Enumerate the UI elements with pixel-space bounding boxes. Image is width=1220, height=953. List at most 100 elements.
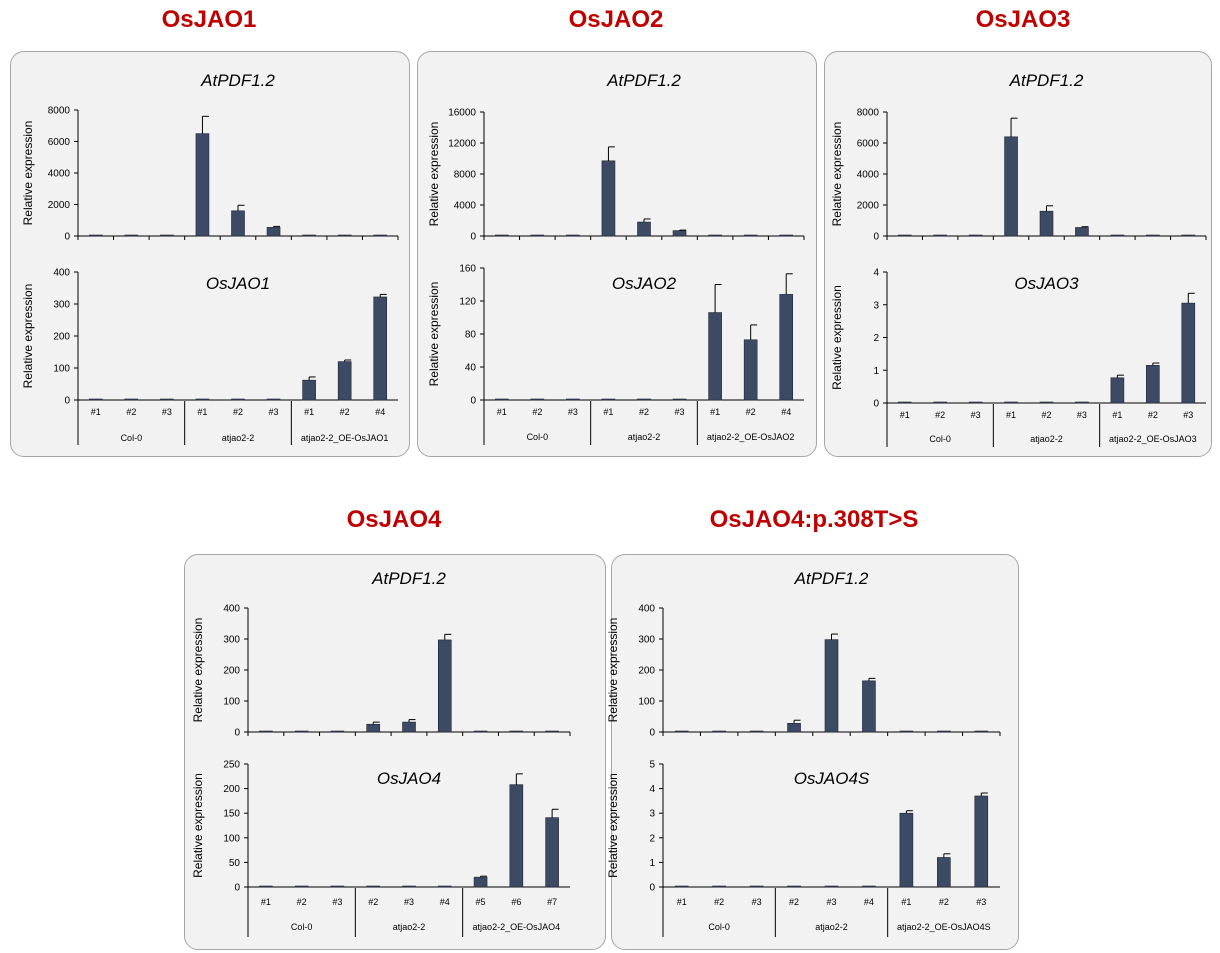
x-tick-label: #3	[269, 407, 279, 417]
x-tick-label: #3	[1077, 410, 1087, 420]
bar	[124, 398, 139, 401]
y-tick-label: 100	[223, 833, 240, 844]
group-label: atjao2-2	[222, 433, 255, 443]
bar	[897, 401, 912, 404]
bar	[88, 398, 103, 401]
y-tick-label: 4	[649, 784, 655, 795]
group-label: Col-0	[929, 434, 951, 444]
y-axis-label: Relative expression	[21, 284, 35, 389]
bar	[160, 398, 174, 401]
bar	[1110, 234, 1125, 237]
bar	[509, 730, 524, 733]
bar	[824, 885, 839, 888]
subplot-title: AtPDF1.2	[606, 71, 681, 90]
x-tick-label: #2	[233, 407, 243, 417]
subplot-title: OsJAO1	[206, 274, 270, 293]
x-tick-label: #3	[404, 897, 414, 907]
bar	[749, 885, 764, 888]
x-tick-label: #3	[976, 897, 986, 907]
x-tick-label: #3	[162, 407, 172, 417]
group-label: atjao2-2_OE-OsJAO4	[473, 922, 561, 932]
bar	[259, 730, 273, 733]
bar	[494, 398, 509, 401]
y-tick-label: 8000	[48, 106, 71, 117]
y-tick-label: 40	[465, 363, 477, 374]
y-tick-label: 100	[223, 697, 240, 708]
bar	[937, 857, 951, 888]
x-tick-label: #1	[261, 897, 271, 907]
bar	[494, 234, 509, 237]
bar	[294, 885, 309, 888]
y-axis-label: Relative expression	[830, 285, 844, 390]
bar	[708, 234, 722, 237]
bar	[968, 234, 983, 237]
bar	[779, 234, 794, 237]
y-tick-label: 200	[223, 784, 240, 795]
bar	[566, 234, 580, 237]
x-tick-label: #3	[826, 897, 836, 907]
bar	[899, 730, 914, 733]
y-tick-label: 250	[223, 760, 240, 771]
panel-title: OsJAO3	[975, 6, 1071, 33]
x-tick-label: #3	[675, 407, 685, 417]
y-tick-label: 0	[873, 399, 879, 410]
group-label: Col-0	[291, 922, 313, 932]
y-tick-label: 8000	[857, 108, 880, 119]
bar	[366, 885, 381, 888]
x-tick-label: #2	[939, 897, 949, 907]
x-tick-label: #1	[1006, 410, 1016, 420]
x-tick-label: #2	[532, 407, 542, 417]
y-tick-label: 0	[470, 396, 476, 407]
bar	[787, 885, 801, 888]
y-tick-label: 2000	[48, 200, 71, 211]
x-tick-label: #2	[1041, 410, 1051, 420]
bar	[674, 730, 689, 733]
y-tick-label: 150	[223, 809, 240, 820]
bar	[259, 885, 273, 888]
y-tick-label: 100	[53, 364, 70, 375]
y-tick-label: 0	[64, 396, 70, 407]
y-tick-label: 0	[470, 232, 476, 243]
bar	[862, 885, 876, 888]
subplot-title: OsJAO4S	[794, 769, 870, 788]
bar	[330, 885, 345, 888]
group-label: atjao2-2	[393, 922, 426, 932]
x-tick-label: #6	[511, 897, 521, 907]
bar	[674, 885, 689, 888]
bar	[530, 398, 545, 401]
group-label: atjao2-2_OE-OsJAO4S	[897, 922, 991, 932]
group-label: atjao2-2_OE-OsJAO1	[301, 433, 389, 443]
x-tick-label: #1	[901, 897, 911, 907]
y-axis-label: Relative expression	[606, 618, 620, 723]
y-tick-label: 0	[64, 232, 70, 243]
y-tick-label: 4000	[454, 201, 477, 212]
bar	[968, 401, 983, 404]
y-axis-label: Relative expression	[830, 122, 844, 227]
y-axis-label: Relative expression	[427, 282, 441, 387]
bar	[330, 730, 345, 733]
bar	[897, 234, 912, 237]
bar	[712, 885, 726, 888]
bar	[402, 885, 416, 888]
y-axis-label: Relative expression	[606, 773, 620, 878]
x-tick-label: #2	[126, 407, 136, 417]
bar	[933, 234, 947, 237]
y-tick-label: 400	[223, 604, 240, 615]
y-tick-label: 2	[649, 833, 655, 844]
bar	[862, 680, 876, 733]
x-tick-label: #1	[677, 897, 687, 907]
bar	[1039, 401, 1054, 404]
y-tick-label: 0	[234, 728, 240, 739]
group-label: Col-0	[121, 433, 143, 443]
y-tick-label: 5	[649, 760, 655, 771]
y-tick-label: 200	[223, 666, 240, 677]
bar	[899, 812, 914, 888]
panel-frame	[611, 554, 1019, 950]
group-label: atjao2-2_OE-OsJAO3	[1109, 434, 1197, 444]
subplot-title: OsJAO4	[377, 769, 441, 788]
y-axis-label: Relative expression	[21, 121, 35, 226]
y-tick-label: 3	[649, 809, 655, 820]
y-tick-label: 4000	[48, 169, 71, 180]
